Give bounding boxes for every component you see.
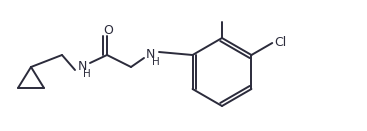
Text: H: H bbox=[83, 69, 91, 79]
Text: Cl: Cl bbox=[274, 36, 286, 48]
Text: N: N bbox=[145, 48, 155, 61]
Text: H: H bbox=[152, 57, 160, 67]
Text: N: N bbox=[77, 59, 87, 72]
Text: O: O bbox=[103, 24, 113, 37]
